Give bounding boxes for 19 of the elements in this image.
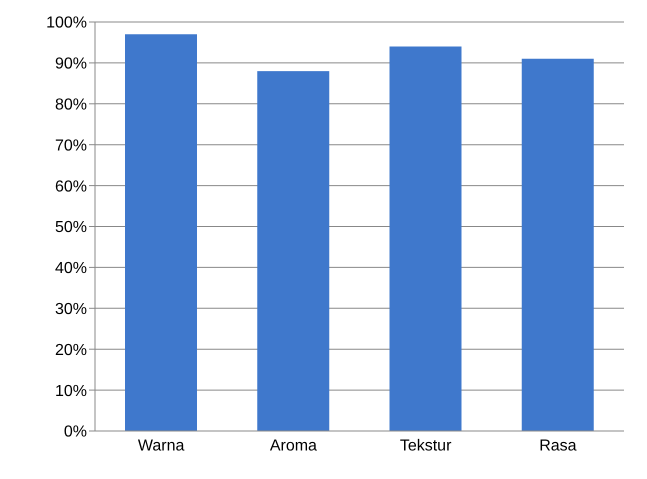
y-tick-label: 100% xyxy=(46,14,87,32)
y-tick-label: 0% xyxy=(64,424,87,441)
x-tick-label: Rasa xyxy=(539,437,577,454)
y-tick-label: 90% xyxy=(54,56,87,73)
bar xyxy=(257,71,330,431)
y-tick-label: 20% xyxy=(54,342,87,359)
bar xyxy=(390,46,462,431)
bar xyxy=(522,58,594,431)
y-tick-label: 80% xyxy=(54,96,87,114)
x-tick-label: Tekstur xyxy=(400,437,452,454)
x-tick-label: Aroma xyxy=(270,437,318,454)
y-tick-label: 30% xyxy=(54,300,87,318)
y-tick-label: 60% xyxy=(54,178,87,196)
x-tick-label: Warna xyxy=(138,437,184,454)
y-tick-label: 40% xyxy=(54,260,87,278)
bar xyxy=(125,34,197,431)
y-tick-label: 70% xyxy=(54,137,87,154)
y-tick-label: 10% xyxy=(54,382,87,400)
y-tick-label: 50% xyxy=(54,219,87,236)
